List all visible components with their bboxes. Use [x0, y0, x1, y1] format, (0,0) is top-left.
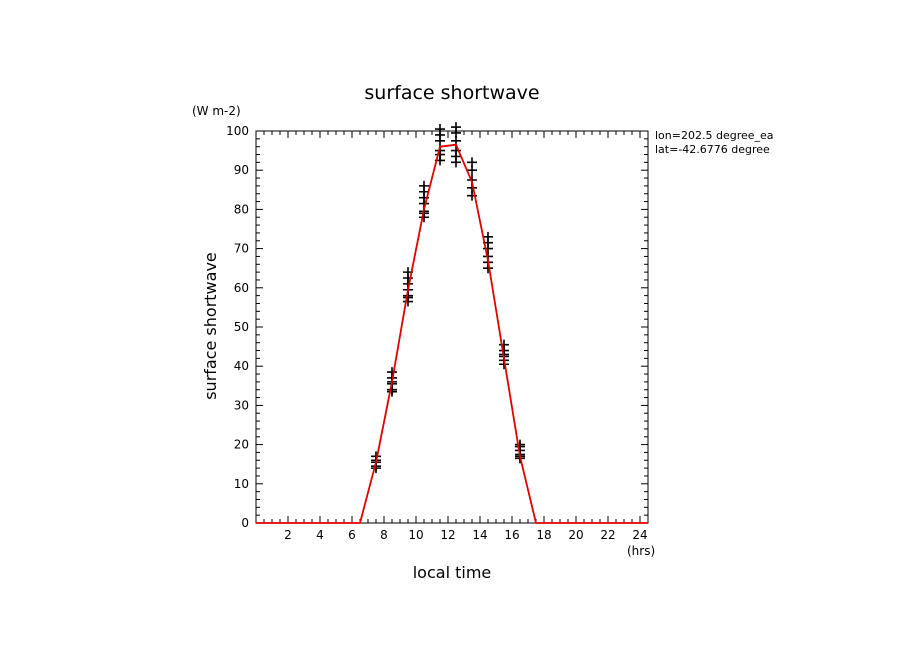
- x-tick-label: 22: [600, 528, 615, 542]
- lat-annotation: lat=-42.6776 degree: [655, 143, 770, 156]
- plot-frame: [255, 130, 649, 524]
- y-tick-label: 30: [234, 398, 249, 412]
- x-tick-label: 18: [536, 528, 551, 542]
- x-tick-label: 14: [472, 528, 487, 542]
- series-line: [256, 143, 648, 524]
- y-tick-label: 10: [234, 477, 249, 491]
- x-tick-label: 8: [380, 528, 388, 542]
- y-tick-label: 70: [234, 242, 249, 256]
- ticks: 2 4 6 8 10 12 14 16 18 20 22 2401020304050607080901…: [226, 124, 649, 542]
- x-tick-label: 6: [348, 528, 356, 542]
- data-point-marker: [483, 231, 493, 242]
- data-point-marker: [451, 122, 461, 133]
- y-unit-label: (W m-2): [192, 104, 241, 118]
- x-tick-label: 16: [504, 528, 519, 542]
- x-tick-label: 12: [440, 528, 455, 542]
- x-tick-label: 24: [632, 528, 647, 542]
- data-point-marker: [387, 367, 397, 378]
- y-tick-label: 50: [234, 320, 249, 334]
- x-tick-label: 2: [284, 528, 292, 542]
- data-point-marker: [435, 124, 445, 135]
- x-tick-label: 10: [408, 528, 423, 542]
- x-tick-label: 4: [316, 528, 324, 542]
- data-point-marker: [515, 439, 525, 450]
- y-tick-label: 0: [241, 516, 249, 530]
- series-lines: [256, 143, 648, 524]
- data-point-marker: [419, 180, 429, 191]
- y-tick-label: 90: [234, 163, 249, 177]
- y-tick-label: 80: [234, 202, 249, 216]
- y-tick-label: 60: [234, 281, 249, 295]
- markers: [371, 122, 525, 474]
- axes: [255, 130, 649, 524]
- y-tick-label: 100: [226, 124, 249, 138]
- y-tick-label: 20: [234, 438, 249, 452]
- data-point-marker: [467, 157, 477, 168]
- x-axis-label: local time: [413, 563, 492, 582]
- x-unit-label: (hrs): [627, 544, 655, 558]
- x-tick-label: 20: [568, 528, 583, 542]
- lon-annotation: lon=202.5 degree_ea: [655, 129, 774, 142]
- chart-title: surface shortwave: [364, 82, 539, 104]
- y-axis-label: surface shortwave: [201, 252, 220, 400]
- data-point-marker: [499, 339, 509, 350]
- data-point-marker: [387, 386, 397, 397]
- y-tick-label: 40: [234, 359, 249, 373]
